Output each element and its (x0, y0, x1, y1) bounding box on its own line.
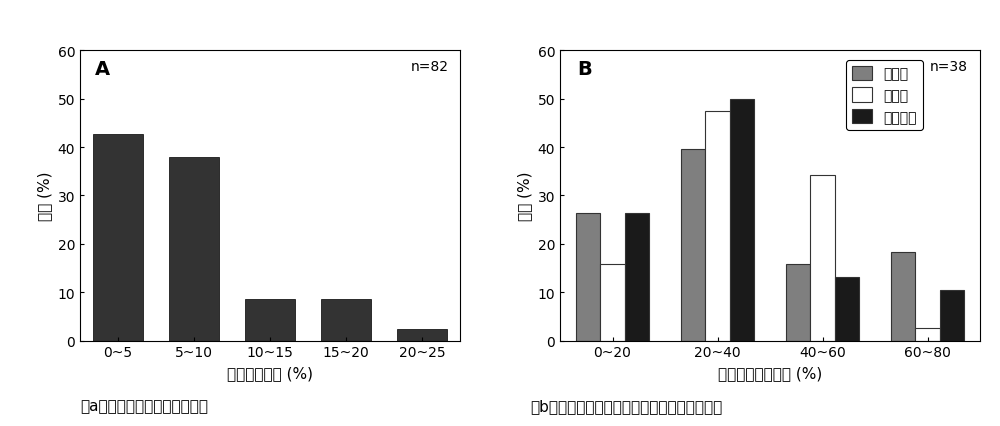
Text: n=38: n=38 (929, 60, 967, 74)
X-axis label: 粘土矿物含量 (%): 粘土矿物含量 (%) (227, 365, 313, 380)
Text: A: A (95, 60, 110, 79)
Text: （a）总粘土矿物分布直方图；: （a）总粘土矿物分布直方图； (80, 398, 208, 413)
Bar (93, 135, 143, 341)
Legend: 绿泥石, 伊利石, 伊蒙间层: 绿泥石, 伊利石, 伊蒙间层 (846, 61, 923, 130)
Bar (397, 329, 447, 341)
Bar (810, 176, 835, 341)
Bar (169, 157, 219, 341)
Bar (835, 277, 859, 341)
Bar (600, 265, 625, 341)
Bar (940, 290, 964, 341)
Bar (681, 150, 705, 341)
Bar (915, 328, 940, 341)
Bar (786, 265, 810, 341)
X-axis label: 粘土矿物相对含量 (%): 粘土矿物相对含量 (%) (718, 365, 822, 380)
Bar (321, 300, 371, 341)
Text: （b）不同类型粘土矿物相对含量的分布直方图: （b）不同类型粘土矿物相对含量的分布直方图 (530, 398, 722, 413)
Bar (891, 252, 915, 341)
Bar (730, 99, 754, 341)
Bar (245, 300, 295, 341)
Y-axis label: 频率 (%): 频率 (%) (37, 171, 52, 221)
Bar (576, 214, 600, 341)
Bar (705, 112, 730, 341)
Y-axis label: 频率 (%): 频率 (%) (517, 171, 532, 221)
Text: B: B (577, 60, 592, 79)
Text: n=82: n=82 (411, 60, 449, 74)
Bar (625, 214, 649, 341)
